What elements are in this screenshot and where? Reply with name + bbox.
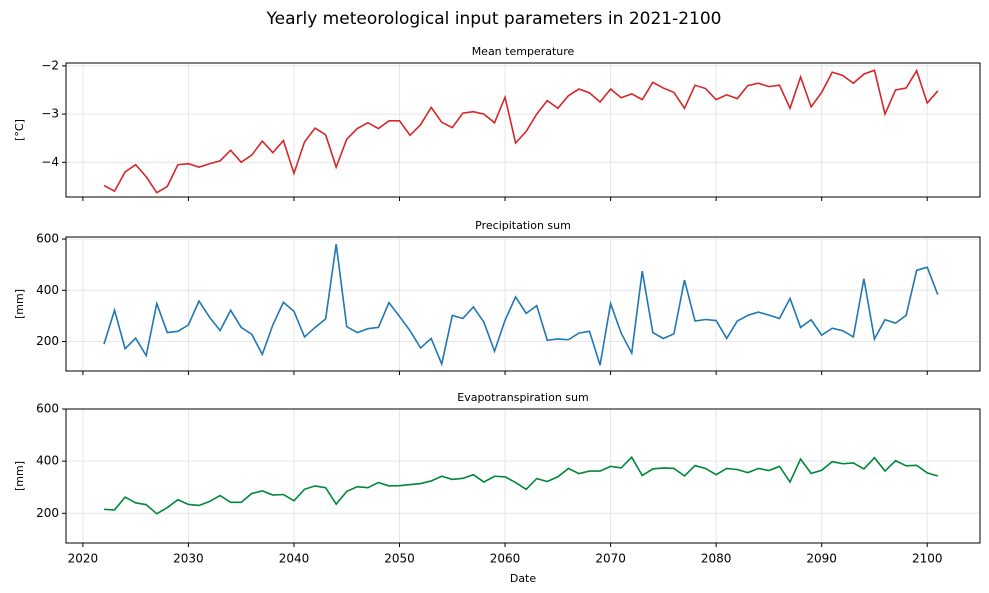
y-tick-label: −4	[41, 155, 59, 169]
x-axis-label: Date	[510, 572, 537, 585]
y-tick-label: 600	[36, 402, 59, 416]
x-tick-label: 2100	[912, 552, 943, 566]
y-axis-label: [°C]	[13, 119, 26, 141]
x-tick-label: 2090	[806, 552, 837, 566]
y-tick-label: −2	[41, 58, 59, 72]
x-tick-label: 2080	[701, 552, 732, 566]
x-tick-label: 2070	[595, 552, 626, 566]
x-tick-label: 2060	[490, 552, 521, 566]
axes-frame	[65, 408, 981, 544]
data-line	[103, 68, 939, 194]
x-tick-label: 2020	[68, 552, 99, 566]
axes-frame	[65, 236, 981, 372]
y-axis-label: [mm]	[13, 461, 26, 491]
y-tick-label: 200	[36, 506, 59, 520]
axes-frame	[65, 62, 981, 198]
y-tick-label: 200	[36, 334, 59, 348]
y-tick-label: 400	[36, 283, 59, 297]
y-tick-label: 400	[36, 454, 59, 468]
data-line	[103, 455, 939, 515]
data-line	[103, 244, 939, 367]
panel-title: Evapotranspiration sum	[457, 391, 588, 404]
x-tick-label: 2040	[279, 552, 310, 566]
y-tick-label: 600	[36, 232, 59, 246]
x-tick-label: 2030	[173, 552, 204, 566]
panel-title: Precipitation sum	[475, 219, 571, 232]
panel-title: Mean temperature	[472, 45, 575, 58]
figure-title: Yearly meteorological input parameters i…	[266, 9, 722, 29]
x-tick-label: 2050	[384, 552, 415, 566]
y-axis-label: [mm]	[13, 289, 26, 319]
y-tick-label: −3	[41, 107, 59, 121]
